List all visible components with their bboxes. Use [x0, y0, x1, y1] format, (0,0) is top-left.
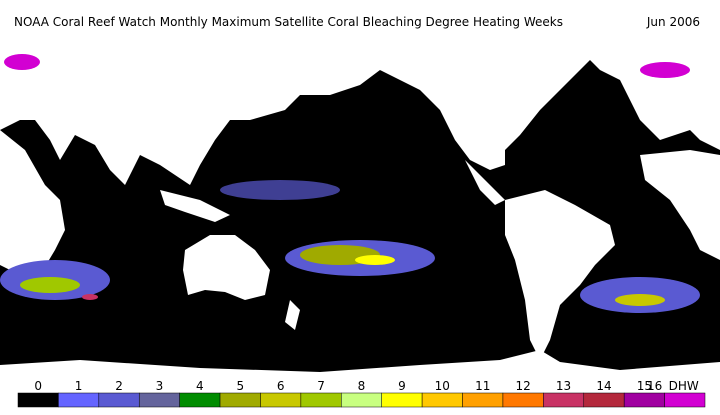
bleaching-areas [0, 54, 700, 313]
legend-swatch [138, 392, 180, 408]
legend-swatch [98, 392, 140, 408]
legend-label: 12 [516, 379, 531, 393]
north-america [360, 40, 610, 170]
legend-label: 9 [398, 379, 406, 393]
legend-swatch [462, 392, 504, 408]
central-america [465, 160, 505, 205]
legend-swatch [381, 392, 423, 408]
legend-swatch [421, 392, 463, 408]
land [0, 40, 720, 388]
eurasia [0, 40, 440, 185]
date: Jun 2006 [646, 15, 700, 29]
legend-swatch [219, 392, 261, 408]
arctic-area [4, 54, 40, 70]
legend-swatch [583, 392, 625, 408]
pacific-area [355, 255, 395, 265]
north-pacific-area [220, 180, 340, 200]
legend-swatch [623, 392, 665, 408]
legend-swatch [17, 392, 59, 408]
legend-swatch [58, 392, 100, 408]
legend-label: 8 [358, 379, 366, 393]
legend-label: 15 [637, 379, 652, 393]
legend-unit: DHW [669, 379, 699, 393]
title: NOAA Coral Reef Watch Monthly Maximum Sa… [14, 15, 563, 29]
legend-label: 0 [34, 379, 42, 393]
atlantic-area [615, 294, 665, 306]
legend-label: 3 [156, 379, 164, 393]
indonesia [160, 190, 230, 222]
map [0, 40, 720, 388]
legend-label: 4 [196, 379, 204, 393]
legend-label: 14 [596, 379, 611, 393]
legend-label: 11 [475, 379, 490, 393]
legend-label: 5 [236, 379, 244, 393]
legend-label: 13 [556, 379, 571, 393]
legend-label: 10 [435, 379, 450, 393]
legend-swatch [664, 392, 706, 408]
arctic-area [640, 62, 690, 78]
new-zealand [285, 300, 300, 330]
australia [183, 235, 270, 300]
legend-swatch [179, 392, 221, 408]
legend-swatch [543, 392, 585, 408]
antarctica [0, 350, 720, 388]
legend-swatch [502, 392, 544, 408]
legend-label: 6 [277, 379, 285, 393]
indian-ocean-area [20, 277, 80, 293]
legend-label: 7 [317, 379, 325, 393]
legend-label: 1 [75, 379, 83, 393]
legend-label: 16 [647, 379, 662, 393]
legend-swatch [300, 392, 342, 408]
africa-west [640, 150, 720, 260]
south-america [505, 190, 615, 360]
legend-swatch [260, 392, 302, 408]
legend-label: 2 [115, 379, 123, 393]
africa-east [0, 130, 65, 285]
legend-swatch [341, 392, 382, 408]
indian-ocean-area [82, 294, 98, 300]
